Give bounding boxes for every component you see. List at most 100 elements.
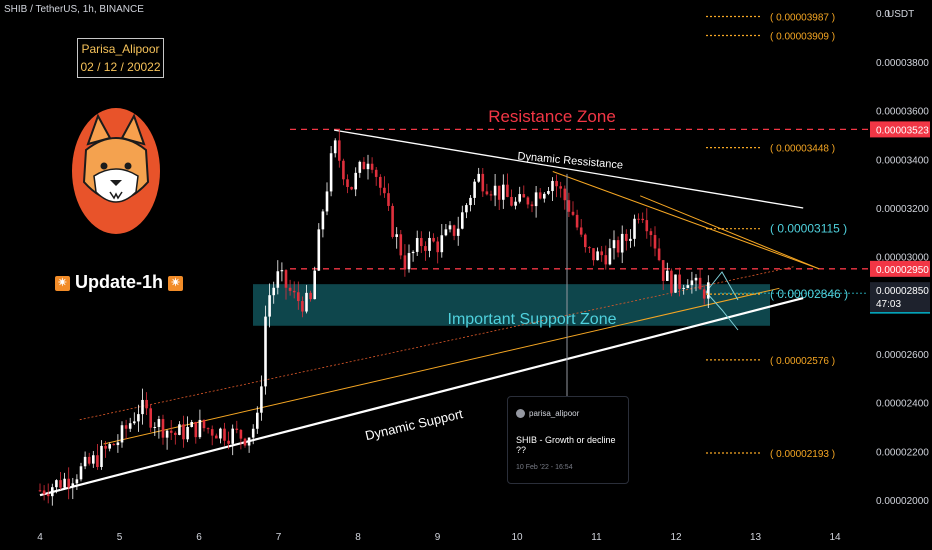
candle-body [92, 455, 95, 464]
candle-body [616, 240, 620, 253]
candle-body [38, 490, 42, 492]
candle-body [411, 251, 415, 254]
candle-body [407, 253, 411, 270]
candle-body [424, 246, 427, 251]
candle-body [670, 270, 673, 293]
candle-body [608, 248, 612, 265]
candle-body [612, 240, 616, 249]
candle-body [678, 274, 681, 289]
candle-body [657, 248, 661, 261]
candle-body [313, 270, 316, 300]
candle-body [239, 429, 243, 439]
symbol-header[interactable]: SHIB / TetherUS, 1h, BINANCE [4, 4, 144, 15]
candle-body [137, 414, 140, 422]
candle-body [645, 220, 649, 232]
author-box: Parisa_Alipoor 02 / 12 / 20022 [77, 38, 164, 78]
candle-body [247, 437, 251, 446]
update-banner: ✴ Update-1h ✴ [55, 272, 184, 293]
candle-body [161, 419, 165, 438]
candle-body [547, 191, 550, 194]
time-axis[interactable] [0, 524, 868, 550]
candle-body [452, 225, 456, 236]
candle-body [633, 218, 636, 239]
candle-body [370, 163, 374, 170]
candle-body [305, 292, 308, 312]
candle-body [79, 466, 83, 480]
candle-body [436, 241, 439, 253]
candle-body [178, 424, 181, 435]
candle-body [272, 287, 275, 296]
candle-body [112, 444, 116, 446]
candle-body [116, 442, 120, 446]
candle-body [600, 251, 603, 256]
dynamic-support-label: Dynamic Support [364, 406, 465, 443]
candle-body [444, 229, 448, 236]
candle-body [584, 234, 587, 248]
candle-body [75, 479, 79, 484]
candle-body [661, 260, 665, 281]
price-tick-label: 0.00003600 [876, 107, 929, 118]
candle-body [186, 426, 189, 440]
candle-body [374, 169, 378, 177]
candle-body [354, 172, 357, 190]
price-badge-label: 0.00002950 [876, 265, 929, 276]
post-user[interactable]: parisa_alipoor [529, 409, 580, 418]
candle-body [563, 188, 567, 201]
candle-body [641, 218, 644, 221]
candle-body [493, 185, 497, 196]
price-tick-label: 0.0 [876, 9, 890, 20]
candle-body [133, 421, 136, 424]
candle-body [534, 192, 538, 207]
candle-body [506, 184, 509, 197]
candle-body [190, 421, 193, 427]
candle-body [165, 430, 169, 438]
price-tick-label: 0.00002000 [876, 496, 929, 507]
candle-body [329, 153, 333, 192]
candle-body [227, 440, 230, 444]
candle-body [481, 173, 485, 192]
idea-post-card[interactable]: parisa_alipoor SHIB - Growth or decline … [507, 396, 629, 484]
price-badge [870, 260, 930, 277]
target-level-label: ( 0.00003987 ) [770, 12, 835, 23]
price-tick-label: 0.00003400 [876, 155, 929, 166]
candle-body [620, 233, 624, 253]
candle-body [260, 386, 263, 413]
candle-body [579, 227, 583, 235]
candle-body [686, 285, 690, 288]
last-price-label: 0.00002850 [876, 286, 929, 297]
candle-body [46, 494, 50, 497]
projection-arrows [705, 271, 739, 331]
candle-body [555, 180, 558, 187]
candle-body [526, 197, 530, 205]
price-badge [870, 121, 930, 138]
candle-body [698, 277, 702, 290]
candle-body [358, 161, 362, 173]
candle-body [461, 212, 464, 229]
price-tick-label: 0.00003000 [876, 253, 929, 264]
post-title[interactable]: SHIB - Growth or decline ?? [516, 435, 616, 455]
candle-body [551, 180, 554, 192]
candle-body [169, 430, 173, 433]
target-level-label: ( 0.00003909 ) [770, 31, 835, 42]
trendline [334, 129, 804, 209]
candle-body [387, 193, 390, 206]
candle-body [649, 231, 653, 236]
star-icon: ✴ [168, 276, 184, 291]
candle-body [297, 292, 300, 302]
post-date: 10 Feb '22 - 16:54 [516, 464, 573, 471]
candle-body [510, 196, 513, 206]
target-level-label: ( 0.00003448 ) [770, 144, 835, 155]
candle-body [440, 235, 444, 253]
candle-body [219, 428, 222, 439]
dynamic-resistance-label: Dynamic Ressistance [517, 150, 623, 171]
time-tick-label: 12 [670, 532, 682, 543]
price-tick-label: 0.00002400 [876, 399, 929, 410]
candle-body [321, 211, 325, 230]
candle-body [428, 237, 431, 251]
candle-body [690, 280, 694, 286]
currency-label[interactable]: USDT [887, 9, 915, 20]
candle-body [489, 194, 493, 196]
candle-body [625, 233, 628, 241]
